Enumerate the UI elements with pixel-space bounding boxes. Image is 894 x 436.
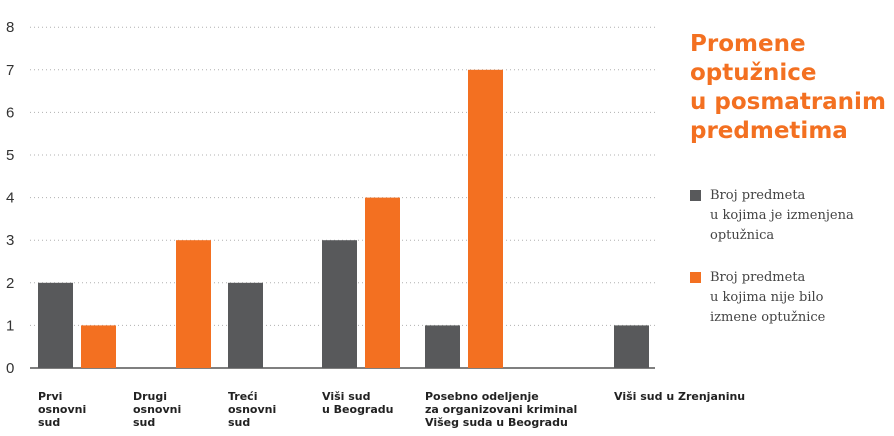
legend-item-unchanged: Broj predmeta u kojima nije bilo izmene …: [690, 268, 890, 328]
bar-changed-3: [322, 240, 357, 368]
y-tick-label-7: 7: [6, 62, 14, 79]
legend-label-unchanged: Broj predmeta u kojima nije bilo izmene …: [710, 270, 826, 325]
bar-unchanged-0: [81, 325, 116, 368]
bar-unchanged-1: [176, 240, 211, 368]
legend-item-changed: Broj predmeta u kojima je izmenjena optu…: [690, 186, 890, 246]
bar-changed-5: [614, 325, 649, 368]
y-tick-label-6: 6: [6, 104, 14, 121]
bar-changed-2: [228, 282, 263, 368]
x-category-label-5: Viši sud u Zrenjaninu: [614, 390, 745, 403]
legend-swatch-gray: [690, 190, 701, 201]
legend-label-changed: Broj predmeta u kojima je izmenjena optu…: [710, 188, 854, 243]
y-tick-label-5: 5: [6, 147, 14, 164]
bar-changed-0: [38, 282, 73, 368]
bar-unchanged-3: [365, 197, 400, 368]
y-tick-label-1: 1: [6, 317, 14, 334]
bar-unchanged-4: [468, 69, 503, 369]
legend: Broj predmeta u kojima je izmenjena optu…: [690, 186, 890, 350]
y-tick-label-2: 2: [6, 275, 14, 292]
y-tick-label-8: 8: [6, 19, 14, 36]
x-category-label-0: Prvi osnovni sud: [38, 390, 86, 429]
legend-swatch-orange: [690, 272, 701, 283]
chart-title: Promene optužnice u posmatranim predmeti…: [690, 31, 886, 144]
bar-changed-4: [425, 325, 460, 368]
y-tick-label-3: 3: [6, 232, 14, 249]
x-category-label-1: Drugi osnovni sud: [133, 390, 181, 429]
y-tick-label-4: 4: [6, 190, 14, 207]
x-category-label-2: Treći osnovni sud: [228, 390, 276, 429]
y-tick-label-0: 0: [6, 360, 14, 377]
x-category-label-4: Posebno odeljenje za organizovani krimina…: [425, 390, 577, 429]
x-category-label-3: Viši sud u Beogradu: [322, 390, 394, 416]
